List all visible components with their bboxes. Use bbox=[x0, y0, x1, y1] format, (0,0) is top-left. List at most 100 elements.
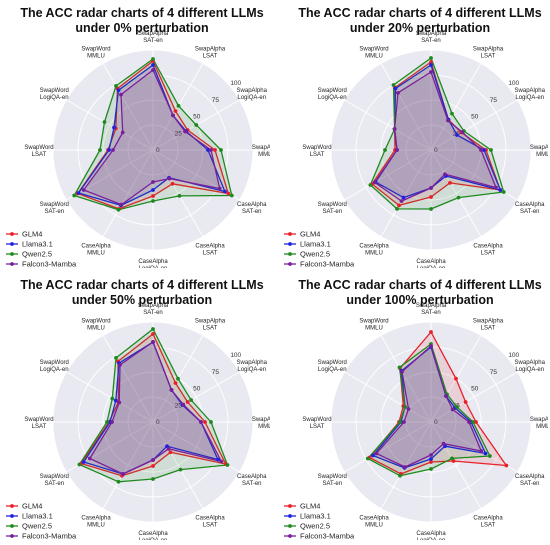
series-point bbox=[151, 327, 155, 331]
series-point bbox=[374, 451, 379, 456]
axis-label-line: SwapAlpha bbox=[237, 88, 268, 94]
series-point bbox=[429, 195, 433, 199]
axis-label-line: MMLU bbox=[258, 152, 270, 158]
series-point bbox=[395, 148, 399, 152]
series-point bbox=[383, 148, 387, 152]
series-point bbox=[177, 193, 182, 198]
series-point bbox=[398, 473, 402, 478]
grid-spoke bbox=[380, 149, 432, 237]
axis-label-line: SwapWord bbox=[24, 145, 53, 151]
axis-label-line: SwapWord bbox=[318, 360, 347, 366]
axis-label-line: SwapWord bbox=[318, 474, 347, 480]
axis-label-line: SAT-en bbox=[44, 209, 64, 215]
axis-label-line: MMLU bbox=[87, 251, 105, 257]
series-point bbox=[151, 340, 155, 344]
series-point bbox=[116, 479, 121, 484]
series-point bbox=[217, 186, 222, 191]
series-point bbox=[483, 451, 488, 456]
series-point bbox=[178, 467, 183, 472]
axis-label: SwapAlpha LSAT bbox=[195, 318, 226, 331]
axis-label: SwapWord LSAT bbox=[302, 417, 331, 430]
series-point bbox=[110, 396, 115, 401]
series-point bbox=[403, 465, 407, 469]
series-point bbox=[173, 109, 178, 113]
chart-title-line: The ACC radar charts of 4 different LLMs bbox=[298, 278, 541, 292]
series-point bbox=[446, 118, 450, 123]
axis-label: SwapWord LogiQA-en bbox=[318, 88, 347, 101]
series-point bbox=[429, 63, 433, 67]
series-point bbox=[448, 181, 452, 185]
radar-panel-50pct: The ACC radar charts of 4 different LLMs… bbox=[0, 272, 270, 540]
radial-tick-label: 75 bbox=[490, 369, 498, 376]
axis-label-line: SwapWord bbox=[302, 145, 331, 151]
axis-label-line: CaseAlpha bbox=[515, 202, 545, 208]
series-point bbox=[173, 381, 178, 385]
radar-chart-20pct: The ACC radar charts of 4 different LLMs… bbox=[284, 6, 548, 268]
series-point bbox=[113, 398, 118, 403]
axis-label-line: SAT-en bbox=[242, 209, 262, 215]
series-point bbox=[168, 450, 173, 455]
series-point bbox=[429, 70, 433, 74]
series-point bbox=[395, 206, 399, 211]
series-point bbox=[118, 362, 122, 367]
grid-spoke bbox=[430, 149, 482, 237]
axis-label: SwapWord MMLU bbox=[81, 46, 110, 59]
radial-tick-label: 75 bbox=[490, 97, 498, 104]
grid-spoke bbox=[430, 99, 518, 151]
axis-label-line: CaseAlpha bbox=[416, 259, 446, 265]
axis-label: CaseAlpha LSAT bbox=[473, 244, 503, 257]
legend-marker bbox=[288, 534, 292, 538]
axis-label-line: MMLU bbox=[365, 53, 383, 59]
grid-spoke bbox=[430, 421, 482, 509]
axis-label-line: LogiQA-en bbox=[515, 95, 544, 101]
radial-tick-label: 100 bbox=[508, 352, 519, 359]
radial-tick-label: 100 bbox=[508, 80, 519, 87]
axis-label-line: SAT-en bbox=[44, 481, 64, 487]
axis-label: CaseAlpha LSAT bbox=[195, 516, 225, 529]
axis-label-line: MMLU bbox=[87, 53, 105, 59]
axis-label-line: LogiQA-en bbox=[237, 95, 266, 101]
grid-spoke bbox=[430, 63, 482, 151]
axis-label: SwapAlpha LogiQA-en bbox=[515, 88, 546, 101]
axis-label-line: SAT-en bbox=[322, 481, 342, 487]
axis-label-line: CaseAlpha bbox=[138, 531, 168, 537]
axis-label-line: LSAT bbox=[32, 152, 47, 158]
axis-label-line: SwapAlpha bbox=[195, 46, 226, 52]
radial-tick-label: 75 bbox=[212, 369, 220, 376]
legend-label: Qwen2.5 bbox=[300, 250, 330, 259]
legend-marker bbox=[10, 242, 14, 246]
axis-label-line: SwapAlpha bbox=[416, 303, 447, 309]
axis-label-line: CaseAlpha bbox=[359, 516, 389, 522]
grid-spoke bbox=[102, 335, 154, 423]
grid-spoke bbox=[380, 421, 432, 509]
axis-label: SwapAlphaMMLU bbox=[252, 145, 270, 158]
series-point bbox=[209, 420, 213, 424]
series-point bbox=[501, 190, 506, 194]
axis-label: CaseAlpha SAT-en bbox=[515, 474, 545, 487]
chart-title-line: under 50% perturbation bbox=[72, 293, 212, 307]
axis-label-line: CaseAlpha bbox=[473, 516, 503, 522]
series-point bbox=[151, 68, 155, 72]
axis-label-line: MMLU bbox=[258, 424, 270, 430]
series-point bbox=[219, 459, 224, 464]
grid-spoke bbox=[344, 99, 432, 151]
axis-label-line: LogiQA-en bbox=[318, 95, 347, 101]
legend-label: Falcon3-Mamba bbox=[22, 532, 77, 540]
axis-label-line: CaseAlpha bbox=[195, 516, 225, 522]
axis-label: SwapAlpha SAT-en bbox=[416, 31, 447, 44]
series-point bbox=[171, 113, 175, 118]
series-point bbox=[474, 420, 478, 424]
series-point bbox=[87, 456, 92, 461]
series-point bbox=[396, 90, 400, 95]
axis-label-line: CaseAlpha bbox=[416, 531, 446, 537]
radial-tick-label: 50 bbox=[193, 386, 201, 393]
series-point bbox=[398, 420, 402, 424]
series-point bbox=[482, 148, 486, 152]
axis-label-line: SwapAlpha bbox=[237, 360, 268, 366]
series-point bbox=[181, 402, 186, 407]
series-point bbox=[229, 193, 234, 198]
series-point bbox=[456, 195, 461, 200]
radar-panel-0pct: The ACC radar charts of 4 different LLMs… bbox=[0, 0, 270, 268]
legend-marker bbox=[10, 514, 14, 518]
